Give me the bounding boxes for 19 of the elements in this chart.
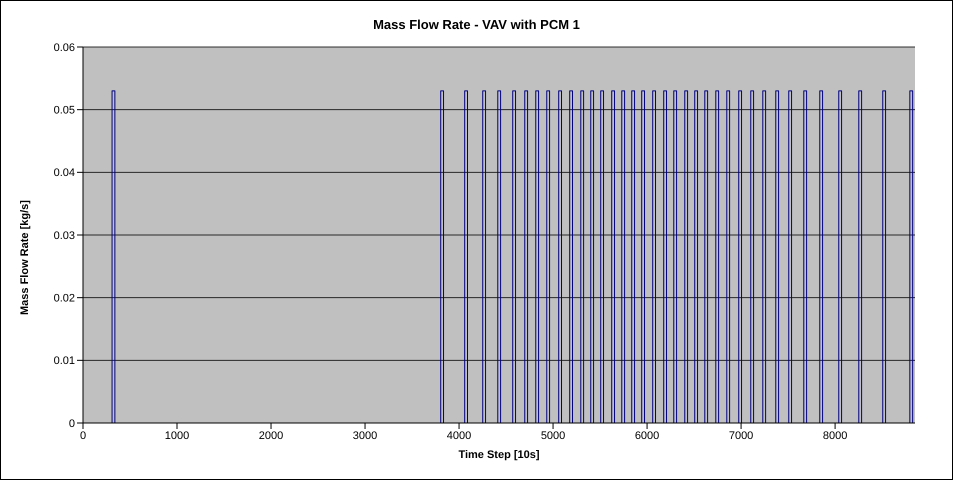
x-axis-title: Time Step [10s]: [458, 449, 540, 461]
y-tick-label: 0.01: [54, 355, 75, 368]
x-tick-label: 0: [80, 430, 86, 442]
x-tick-label: 8000: [822, 430, 848, 442]
y-tick-label: 0.02: [54, 292, 75, 305]
x-tick-label: 7000: [728, 430, 754, 442]
x-tick-label: 4000: [446, 430, 472, 442]
x-tick-label: 6000: [634, 430, 660, 442]
y-tick-label: 0.04: [54, 167, 75, 180]
chart-title: Mass Flow Rate - VAV with PCM 1: [372, 17, 581, 32]
y-axis-title: Mass Flow Rate [kg/s]: [18, 200, 31, 315]
x-tick-label: 3000: [352, 430, 378, 442]
y-tick-label: 0.05: [54, 104, 75, 117]
x-tick-label: 5000: [540, 430, 566, 442]
y-tick-label: 0.03: [54, 230, 75, 242]
x-tick-label: 1000: [164, 430, 190, 442]
x-tick-label: 2000: [258, 430, 284, 442]
y-tick-label: 0: [68, 418, 75, 430]
y-tick-label: 0.06: [54, 42, 75, 54]
